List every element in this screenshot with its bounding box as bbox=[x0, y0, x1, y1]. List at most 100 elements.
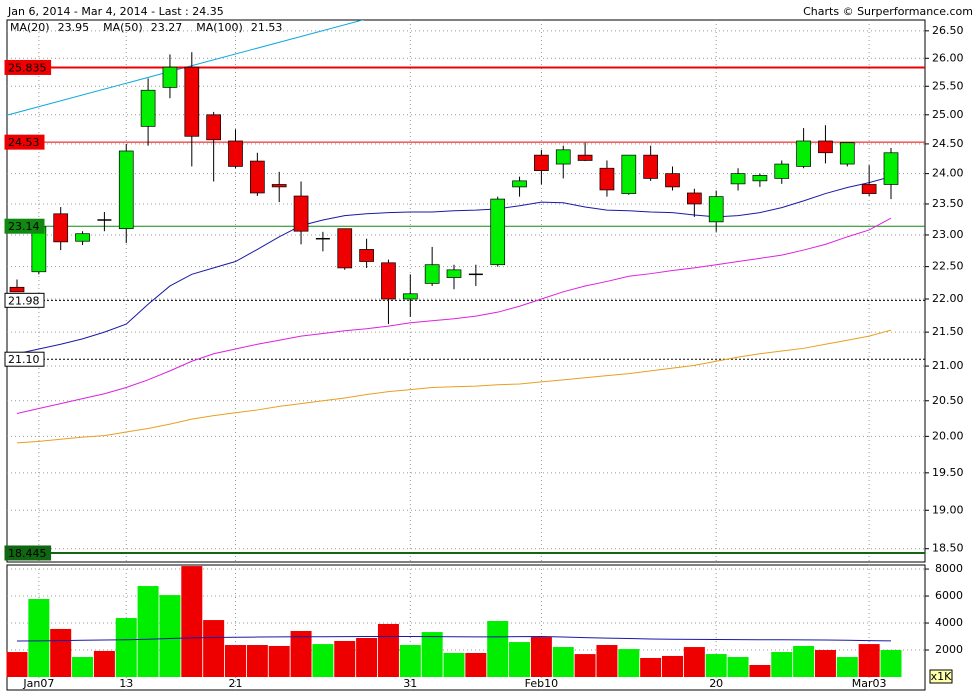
volume-bar bbox=[487, 621, 509, 677]
volume-bar bbox=[771, 652, 793, 677]
y-tick-label: 24.50 bbox=[932, 137, 964, 150]
ma-line bbox=[16, 217, 892, 414]
level-label: 21.98 bbox=[8, 294, 40, 307]
y-tick-label: 22.50 bbox=[932, 260, 964, 273]
candle-body bbox=[53, 213, 69, 243]
candle-body bbox=[883, 152, 899, 185]
candle-body bbox=[621, 154, 637, 194]
ma-line bbox=[16, 176, 892, 355]
volume-bar bbox=[574, 654, 596, 677]
candle-body bbox=[228, 140, 243, 167]
level-box bbox=[4, 545, 52, 561]
volume-bar bbox=[705, 654, 727, 677]
candle-body bbox=[686, 192, 702, 205]
level-box bbox=[4, 134, 45, 150]
volume-bar bbox=[50, 628, 72, 677]
y-tick-label: 21.00 bbox=[932, 359, 964, 372]
volume-bar bbox=[552, 647, 574, 677]
volume-bar bbox=[6, 652, 28, 677]
volume-bar bbox=[356, 638, 378, 677]
x-tick-label: Feb10 bbox=[525, 677, 558, 690]
volume-tick-label: 6000 bbox=[935, 589, 963, 602]
source: Charts © Surperformance.com bbox=[803, 5, 973, 18]
y-tick-label: 20.50 bbox=[932, 394, 964, 407]
volume-bar bbox=[334, 640, 356, 677]
legend-name: MA(50) bbox=[103, 21, 143, 34]
unit-box bbox=[929, 669, 953, 684]
candle-body bbox=[818, 140, 833, 154]
volume-bar bbox=[530, 637, 552, 677]
volume-bar bbox=[596, 645, 618, 677]
y-tick-label: 22.00 bbox=[932, 292, 964, 305]
chart-title: Jan 6, 2014 - Mar 4, 2014 - Last : 24.35 bbox=[7, 5, 224, 18]
volume-bar bbox=[749, 664, 771, 677]
volume-bar bbox=[93, 650, 115, 677]
x-tick-label: 21 bbox=[229, 677, 243, 690]
legend-value: 21.53 bbox=[251, 21, 283, 34]
volume-ma-line bbox=[16, 636, 892, 642]
volume-bar bbox=[377, 623, 399, 677]
volume-bar bbox=[662, 655, 683, 677]
volume-bar bbox=[443, 652, 465, 677]
y-tick-label: 24.00 bbox=[932, 167, 964, 180]
volume-bar bbox=[159, 595, 181, 677]
volume-bar bbox=[72, 657, 94, 677]
candle-body bbox=[75, 233, 90, 242]
x-tick-label: Mar03 bbox=[852, 677, 887, 690]
y-tick-label: 25.50 bbox=[932, 79, 964, 92]
volume-unit: x1K bbox=[931, 670, 953, 683]
volume-bar bbox=[290, 630, 312, 677]
y-tick-label: 18.50 bbox=[932, 542, 964, 555]
volume-bar bbox=[137, 586, 159, 677]
x-tick-label: Jan07 bbox=[22, 677, 54, 690]
price-plot bbox=[7, 20, 925, 554]
candle-body bbox=[774, 163, 790, 179]
y-tick-label: 20.00 bbox=[932, 429, 964, 442]
legend-value: 23.95 bbox=[58, 21, 90, 34]
volume-tick-label: 4000 bbox=[935, 616, 963, 629]
candle-body bbox=[359, 249, 374, 262]
y-tick-label: 21.50 bbox=[932, 325, 964, 338]
candle-body bbox=[512, 180, 527, 188]
volume-bar bbox=[836, 657, 858, 677]
volume-bar bbox=[181, 566, 203, 677]
ma-line bbox=[16, 329, 892, 444]
candle-body bbox=[184, 66, 200, 137]
y-tick-label: 26.00 bbox=[932, 51, 964, 64]
volume-bar bbox=[115, 618, 137, 677]
level-box bbox=[4, 292, 45, 308]
y-tick-label: 23.50 bbox=[932, 197, 964, 210]
candle-body bbox=[752, 175, 768, 182]
candle-body bbox=[381, 262, 396, 300]
candle-body bbox=[490, 198, 506, 266]
y-tick-label: 25.00 bbox=[932, 108, 964, 121]
x-tick-label: 20 bbox=[709, 677, 723, 690]
candle-body bbox=[534, 154, 549, 171]
candle-body bbox=[402, 293, 418, 300]
volume-bar bbox=[268, 645, 290, 677]
candle-body bbox=[162, 66, 178, 88]
volume-tick-label: 8000 bbox=[935, 562, 963, 575]
volume-bar bbox=[399, 645, 421, 677]
candle-body bbox=[140, 89, 156, 127]
candle-body bbox=[665, 173, 680, 188]
volume-bar bbox=[683, 647, 705, 677]
y-tick-label: 23.00 bbox=[932, 228, 964, 241]
volume-tick-label: 2000 bbox=[935, 643, 963, 656]
volume-panel bbox=[6, 564, 926, 691]
candle-body bbox=[118, 150, 134, 230]
candle-body bbox=[446, 269, 462, 278]
candle-body bbox=[599, 167, 615, 191]
candle-body bbox=[577, 154, 593, 161]
candle-body bbox=[293, 195, 309, 232]
volume-bar bbox=[793, 645, 815, 677]
volume-bar bbox=[858, 644, 880, 677]
level-label: 21.10 bbox=[8, 353, 40, 366]
volume-bar bbox=[509, 642, 531, 677]
volume-bar bbox=[421, 632, 443, 677]
volume-bar bbox=[618, 649, 640, 677]
volume-bar bbox=[28, 599, 50, 677]
candle-body bbox=[424, 264, 440, 284]
level-box bbox=[4, 59, 52, 75]
